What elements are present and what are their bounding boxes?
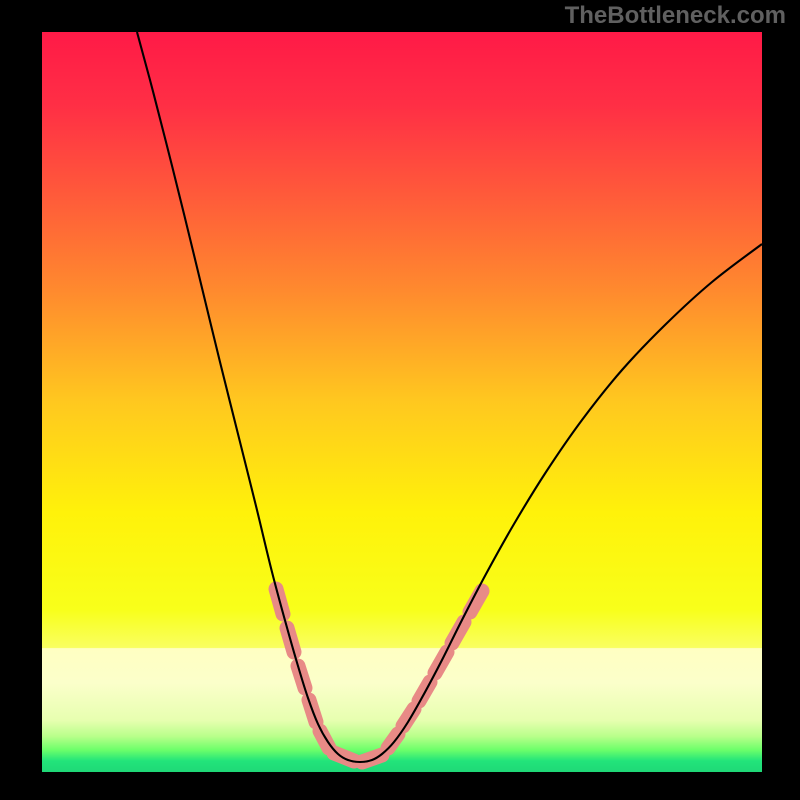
gradient-background (42, 32, 762, 772)
chart-svg (0, 0, 800, 800)
watermark-text: TheBottleneck.com (565, 2, 786, 30)
